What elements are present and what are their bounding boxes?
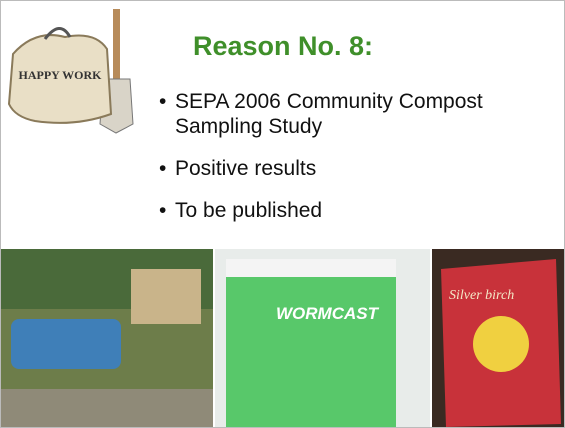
bag-label: Silver birch <box>449 288 514 303</box>
slide-title: Reason No. 8: <box>193 31 373 62</box>
photo-strip: WORMCAST Silver birch <box>1 249 564 428</box>
bullet: To be published <box>159 198 559 223</box>
clipart-label: HAPPY WORK <box>19 68 103 82</box>
bullet: SEPA 2006 Community Compost Sampling Stu… <box>159 89 559 139</box>
bullet: Positive results <box>159 156 559 181</box>
slide: HAPPY WORK Reason No. 8: SEPA 2006 Commu… <box>0 0 565 428</box>
bullet-list: SEPA 2006 Community Compost Sampling Stu… <box>159 89 559 240</box>
clipart-bag-shovel: HAPPY WORK <box>5 9 155 134</box>
tub-label: WORMCAST <box>276 304 380 323</box>
